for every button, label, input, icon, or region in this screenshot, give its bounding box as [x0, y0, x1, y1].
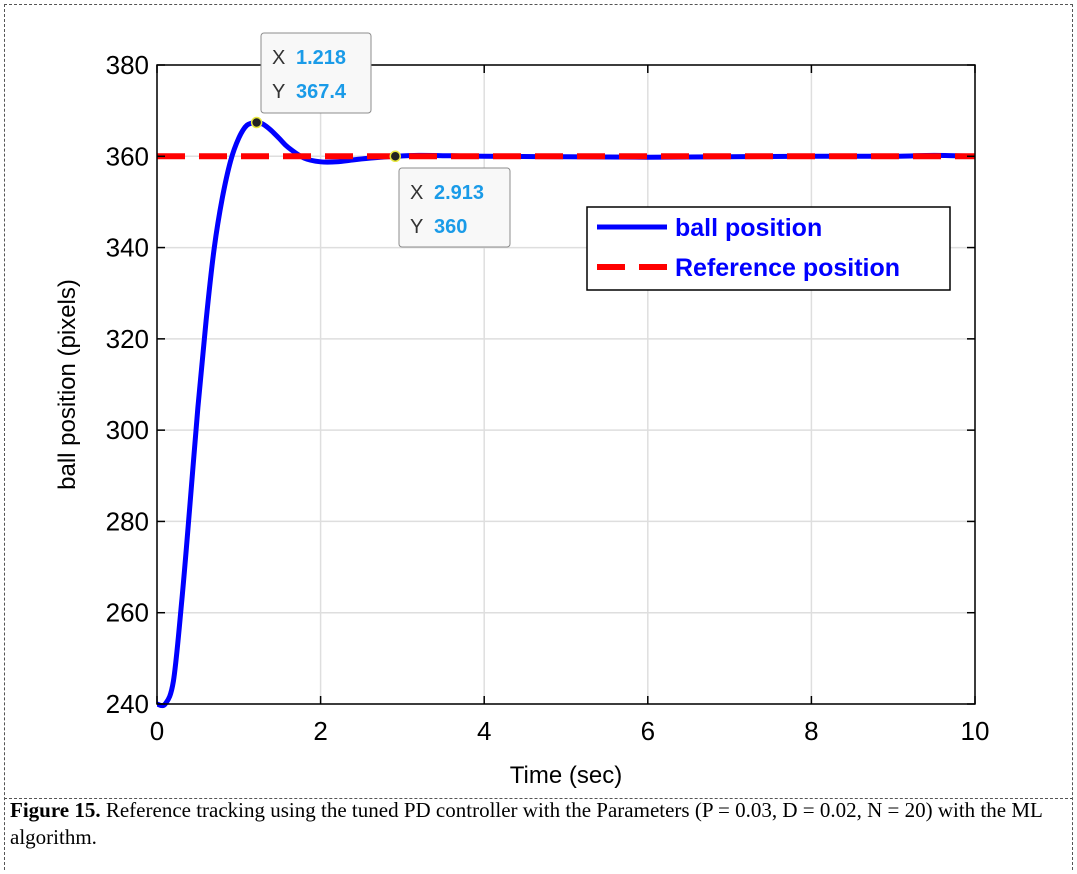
x-tick-label: 10 — [961, 716, 990, 746]
line-chart: 0 2 4 6 8 10 240 260 280 300 320 340 360 380 Time (sec… — [54, 32, 990, 789]
x-tick-label: 0 — [150, 716, 164, 746]
x-tick-label: 2 — [313, 716, 327, 746]
datatip-box — [260, 32, 372, 114]
y-tick-label: 340 — [106, 233, 149, 263]
datatip-y-value: 360 — [434, 216, 467, 238]
legend-label-ball-position: ball position — [675, 214, 822, 242]
datatip-x-value: 2.913 — [434, 182, 484, 204]
x-tick-label: 4 — [477, 716, 491, 746]
series-line-ball-position — [156, 119, 976, 709]
y-tick-label: 380 — [106, 50, 149, 80]
x-tick-label: 6 — [641, 716, 655, 746]
caption-text: Reference tracking using the tuned PD co… — [10, 798, 1043, 849]
datatip-x-key: X — [410, 182, 423, 204]
y-tick-label: 300 — [106, 415, 149, 445]
datatip-marker — [389, 150, 402, 163]
legend-box — [586, 206, 951, 291]
figure-caption: Figure 15. Reference tracking using the … — [10, 797, 1070, 851]
datatip: X 2.913 Y 360 — [389, 150, 511, 248]
datatip-box — [398, 167, 511, 248]
y-tick-label: 260 — [106, 598, 149, 628]
y-tick-label: 280 — [106, 506, 149, 536]
caption-label: Figure 15. — [10, 798, 101, 822]
datatip-marker — [250, 116, 263, 129]
datatip-x-value: 1.218 — [296, 47, 346, 69]
datatip-y-key: Y — [272, 81, 285, 103]
x-axis-label: Time (sec) — [510, 762, 622, 789]
axes-box — [156, 64, 976, 705]
figure-frame — [4, 4, 1073, 870]
legend-label-reference-position: Reference position — [675, 254, 900, 282]
y-tick-label: 240 — [106, 689, 149, 719]
datatip: X 1.218 Y 367.4 — [250, 32, 372, 129]
legend: ball position Reference position — [586, 206, 951, 291]
y-axis-label: ball position (pixels) — [54, 279, 81, 490]
datatip-y-key: Y — [410, 216, 423, 238]
datatip-y-value: 367.4 — [296, 81, 347, 103]
x-tick-label: 8 — [804, 716, 818, 746]
caption-divider — [4, 798, 1073, 799]
y-tick-label: 360 — [106, 141, 149, 171]
datatip-x-key: X — [272, 47, 285, 69]
y-tick-label: 320 — [106, 324, 149, 354]
plot-area — [157, 65, 975, 704]
